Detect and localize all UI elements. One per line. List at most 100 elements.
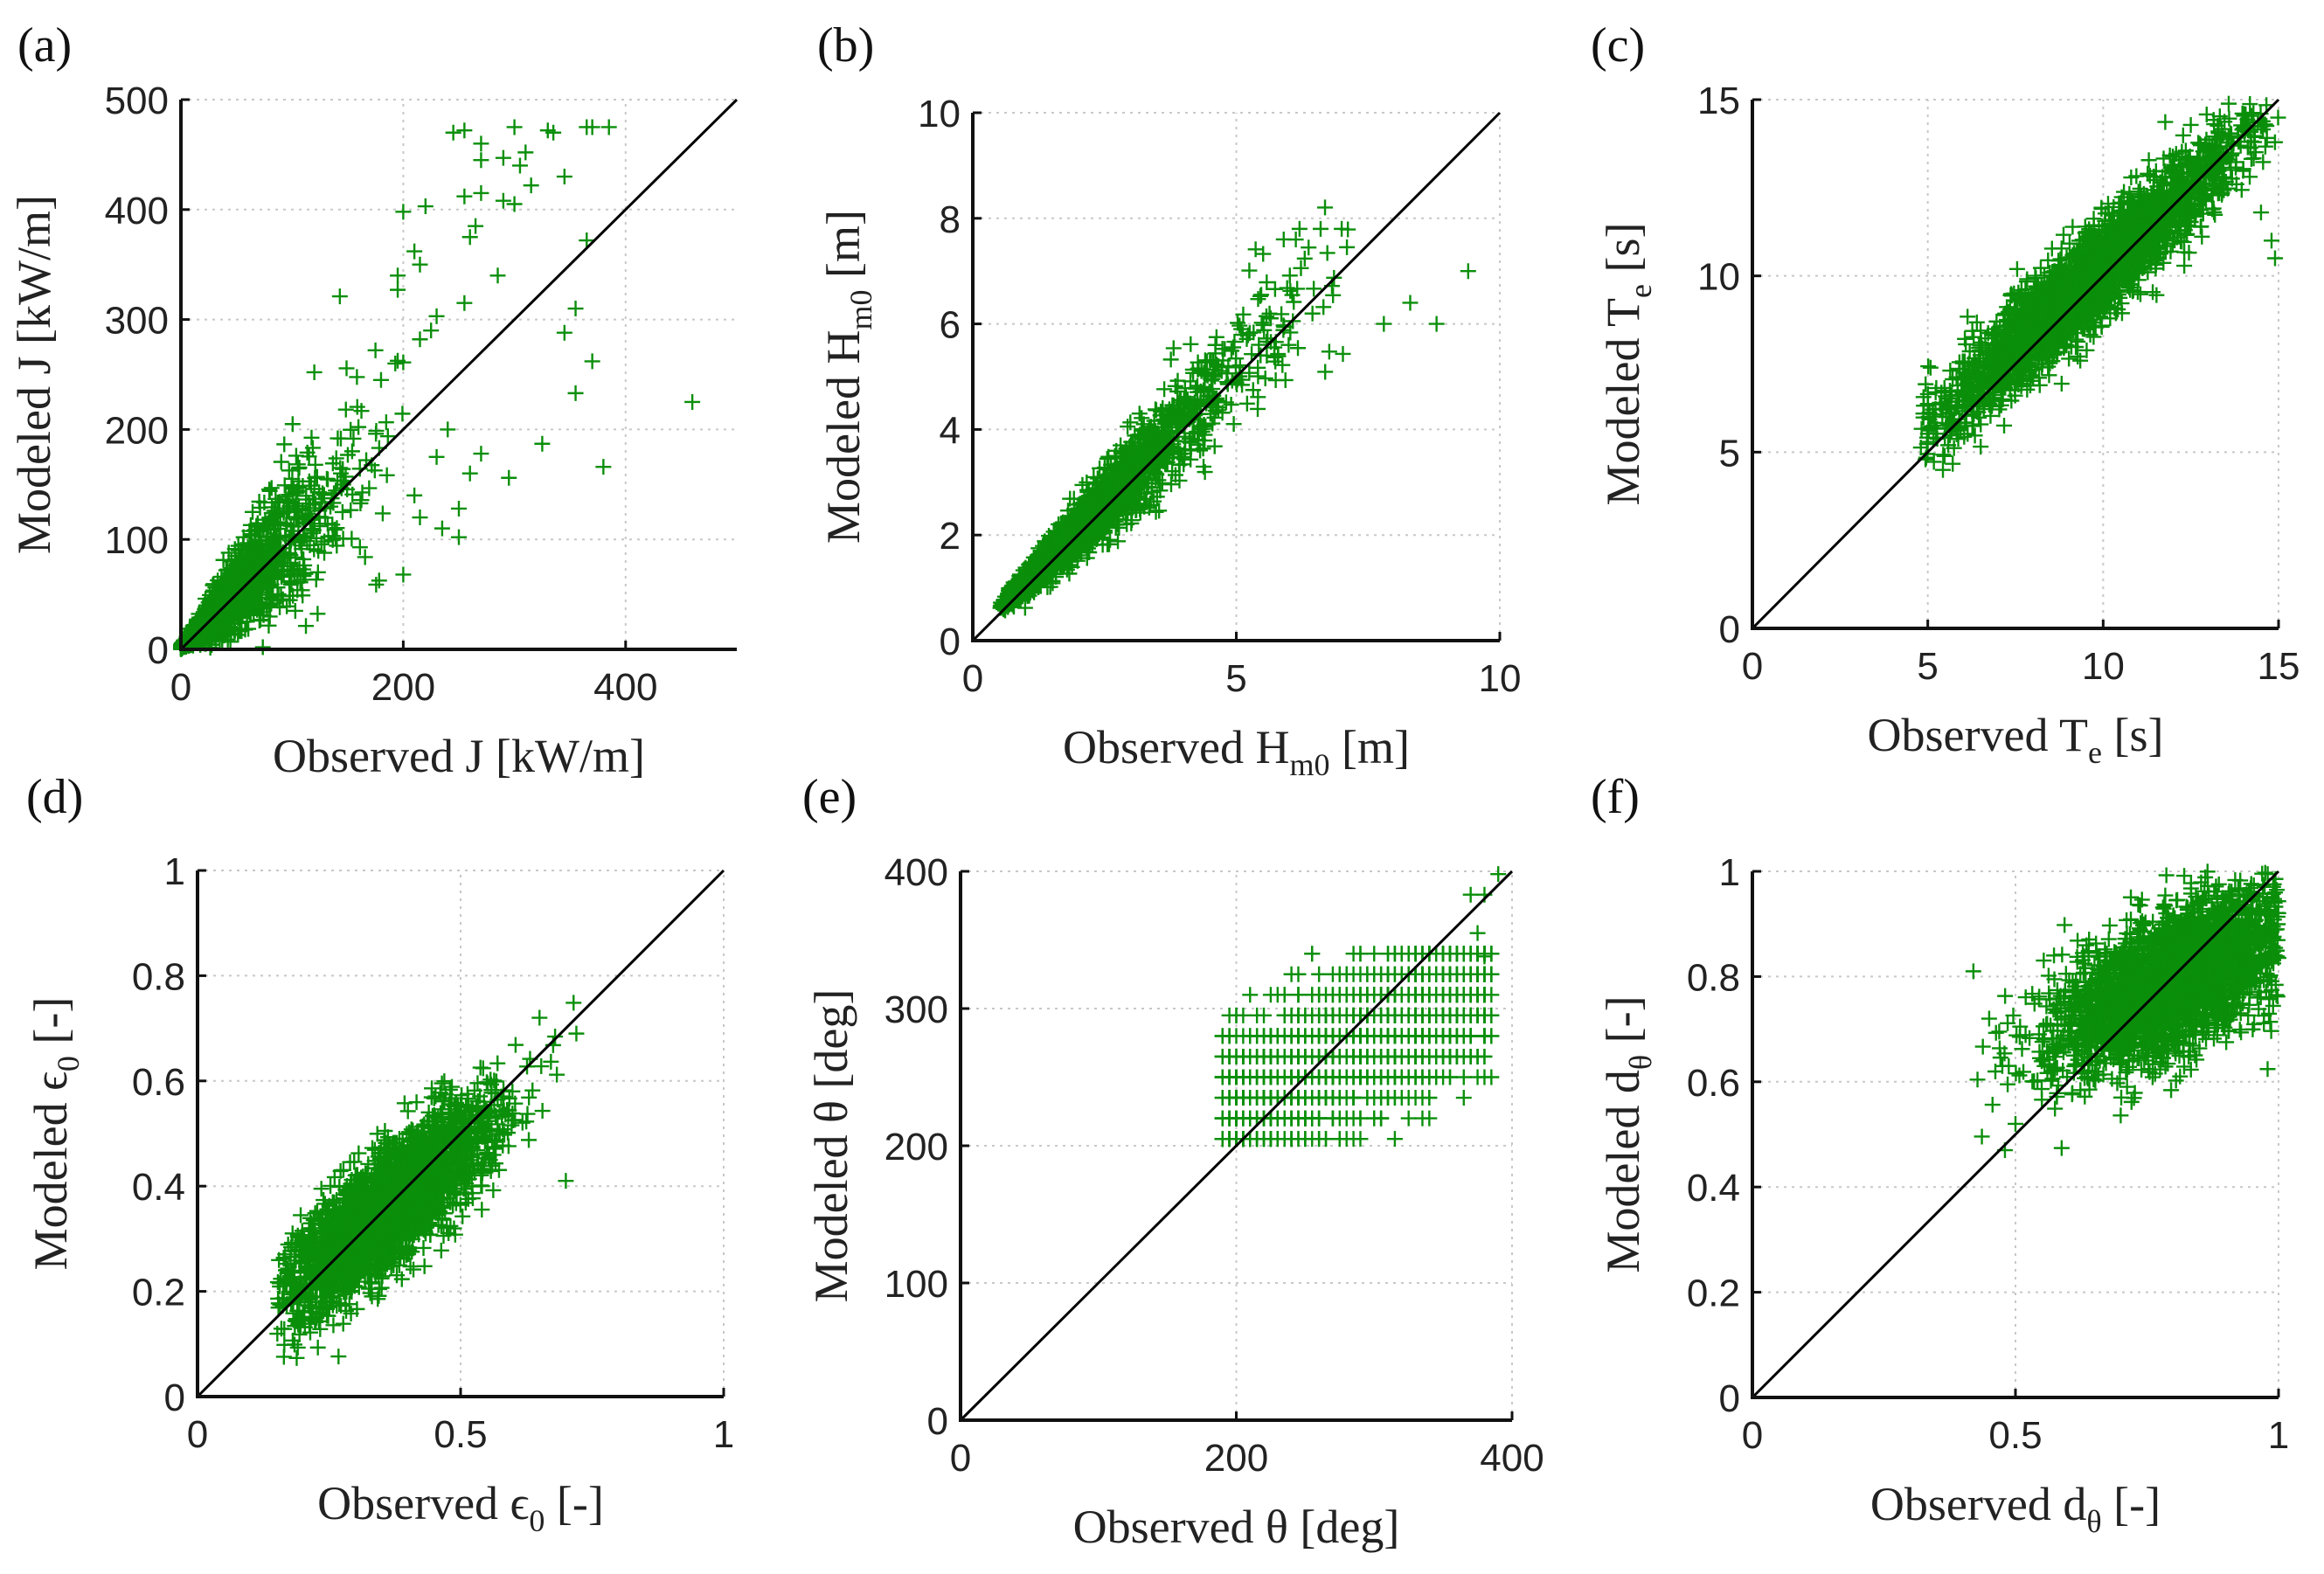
data-point — [446, 125, 461, 141]
data-point — [440, 421, 455, 437]
data-point — [373, 372, 389, 388]
data-point — [451, 501, 467, 517]
data-point — [423, 322, 439, 338]
data-point — [354, 403, 370, 419]
data-point — [568, 301, 584, 316]
data-point — [1301, 239, 1316, 255]
data-point — [309, 606, 325, 621]
data-point — [395, 204, 411, 219]
data-point — [451, 530, 467, 545]
data-point — [1120, 419, 1135, 434]
data-point — [429, 449, 445, 465]
data-point — [456, 295, 472, 311]
data-point — [371, 572, 387, 588]
data-point — [378, 414, 394, 430]
data-point — [1325, 288, 1341, 303]
data-point — [1320, 245, 1335, 260]
data-point — [507, 119, 523, 135]
data-point — [1163, 351, 1179, 367]
data-point — [310, 565, 326, 580]
panel-letter: (a) — [17, 18, 72, 73]
data-point — [368, 343, 384, 358]
data-point — [343, 530, 359, 546]
data-point — [340, 447, 356, 463]
data-point — [1282, 283, 1298, 299]
data-point — [1322, 343, 1337, 359]
x-tick-label: 200 — [371, 666, 435, 709]
data-point — [1156, 381, 1172, 397]
data-point — [1250, 291, 1266, 307]
y-axis-label-main: Modeled J [kW/m] — [8, 195, 60, 554]
data-point — [1339, 239, 1355, 255]
figure: 0 200 4000100200300400500Observed J [kW/m]… — [0, 0, 2324, 1574]
data-point — [418, 198, 434, 214]
data-point — [534, 436, 550, 452]
x-tick-label: 0 — [170, 666, 191, 709]
reference-line — [181, 100, 737, 649]
data-point — [1286, 294, 1301, 309]
data-point — [456, 122, 472, 138]
data-point — [307, 364, 323, 380]
data-point — [568, 385, 584, 401]
data-point — [255, 640, 271, 655]
data-point — [387, 356, 403, 371]
data-point — [412, 510, 427, 525]
data-point — [274, 454, 289, 469]
data-point — [601, 119, 617, 135]
data-point — [264, 480, 280, 496]
data-point — [272, 600, 288, 615]
data-point — [1290, 340, 1306, 356]
data-point — [298, 618, 314, 634]
y-tick-label: 100 — [105, 519, 169, 562]
data-point — [1258, 371, 1273, 386]
data-point — [473, 185, 489, 201]
data-point — [456, 189, 472, 205]
data-point — [496, 193, 511, 209]
data-point — [1278, 372, 1294, 388]
data-point — [684, 394, 700, 410]
y-tick-label: 200 — [105, 409, 169, 452]
data-point — [344, 443, 360, 459]
data-point — [501, 470, 517, 486]
data-point — [332, 288, 348, 304]
data-point — [375, 505, 391, 521]
x-tick-label: 400 — [593, 666, 657, 709]
data-point — [496, 150, 511, 166]
data-point — [1282, 267, 1298, 283]
data-point — [285, 416, 301, 432]
data-point — [557, 325, 572, 341]
data-point — [361, 481, 377, 496]
data-point — [276, 436, 292, 452]
data-point — [1280, 337, 1296, 353]
x-axis-label-main: Observed J [kW/m] — [273, 730, 645, 782]
data-point — [350, 399, 365, 415]
data-point — [585, 353, 600, 369]
data-point — [1250, 369, 1266, 385]
data-point — [473, 152, 489, 168]
data-point — [368, 577, 384, 593]
data-point — [394, 406, 410, 421]
data-point — [595, 459, 611, 475]
data-point — [473, 446, 489, 461]
data-point — [524, 177, 539, 193]
data-point — [557, 169, 572, 184]
data-point — [338, 402, 354, 418]
data-point — [1297, 251, 1313, 267]
data-point — [579, 232, 594, 248]
data-point — [343, 422, 358, 438]
data-point — [1226, 416, 1242, 432]
data-point — [288, 447, 304, 463]
data-point — [429, 309, 445, 324]
data-point — [343, 503, 358, 518]
data-point — [1231, 318, 1247, 334]
data-point — [1317, 199, 1333, 215]
data-point — [1267, 281, 1283, 297]
y-tick-label: 400 — [105, 190, 169, 232]
y-tick-label: 0 — [148, 629, 169, 672]
x-axis-label: Observed J [kW/m] — [273, 730, 645, 782]
data-point — [406, 488, 422, 503]
data-point — [1317, 364, 1333, 379]
data-point — [473, 135, 489, 151]
